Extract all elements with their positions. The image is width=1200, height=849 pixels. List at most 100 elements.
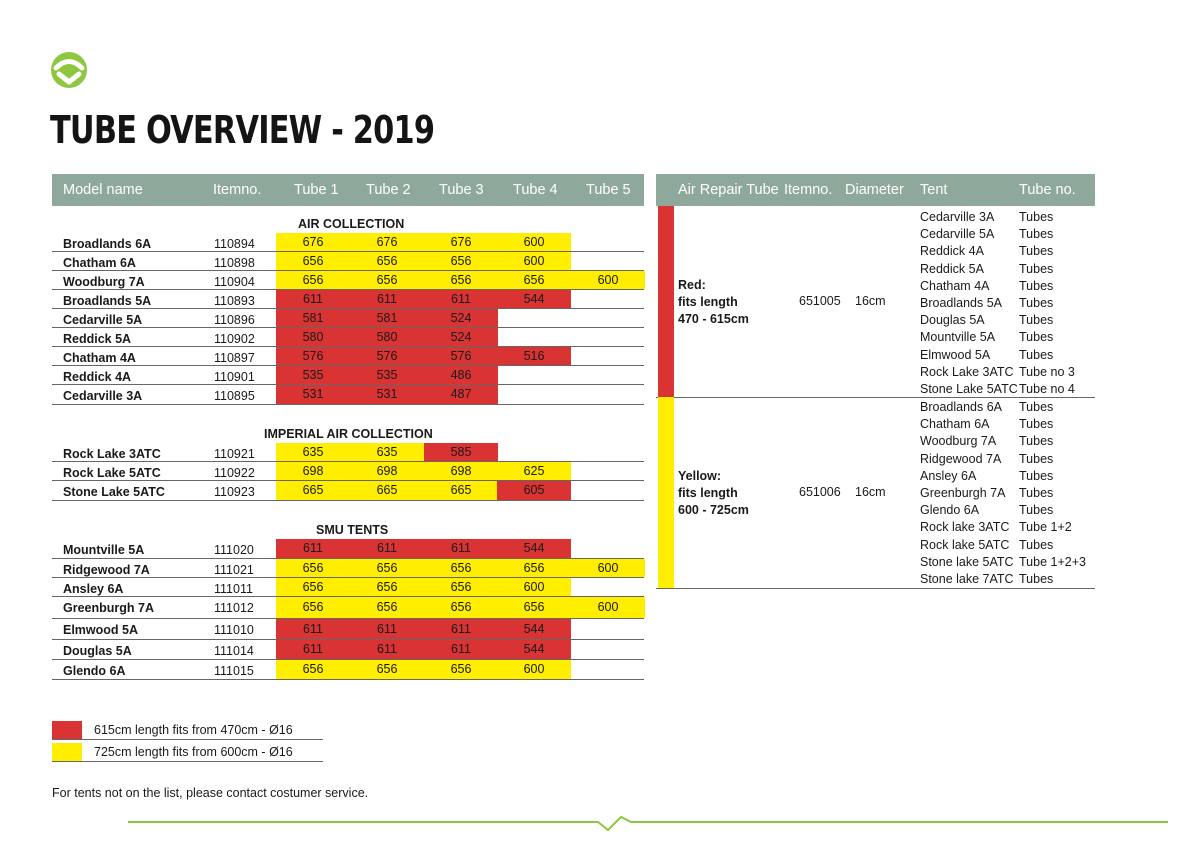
item-number: 111011 <box>214 582 253 596</box>
item-number: 110901 <box>214 370 255 384</box>
tube-number: Tube no 4 <box>1019 382 1075 396</box>
tube-number: Tubes <box>1019 227 1054 242</box>
tube-length-cell: 656 <box>424 660 498 679</box>
tube-length-cell: 600 <box>497 252 571 270</box>
item-number: 111012 <box>214 601 254 615</box>
legend-label: 615cm length fits from 470cm - Ø16 <box>94 723 293 737</box>
brand-logo-icon <box>50 51 88 89</box>
tube-length-cell: 600 <box>571 271 645 289</box>
section-title: SMU TENTS <box>316 523 389 537</box>
tube-length-cell: 676 <box>276 233 350 251</box>
tent-name: Chatham 6A <box>920 417 990 432</box>
tube-length-cell: 635 <box>276 443 350 461</box>
tube-length-cell: 531 <box>276 385 350 404</box>
tube-length-cell: 611 <box>350 539 424 558</box>
item-number: 110895 <box>214 389 255 403</box>
tube-length-cell: 535 <box>350 366 424 384</box>
tent-name: Glendo 6A <box>920 503 980 518</box>
tube-length-cell: 581 <box>276 309 350 327</box>
tube-length-cell: 605 <box>497 481 571 500</box>
tube-length-cell: 611 <box>350 290 424 308</box>
model-name: Broadlands 6A <box>63 237 152 251</box>
tent-name: Ansley 6A <box>920 468 977 483</box>
tube-length-cell: 656 <box>350 252 424 270</box>
column-header: Tube 3 <box>439 182 484 198</box>
model-name: Mountville 5A <box>63 543 145 557</box>
model-name: Greenburgh 7A <box>63 601 154 615</box>
tube-length-cell: 611 <box>350 640 424 659</box>
repair-tube-table-header: Air Repair Tube Itemno. Diameter Tent Tube n… <box>656 174 1095 206</box>
legend-swatch <box>52 721 82 739</box>
model-name: Stone Lake 5ATC <box>63 485 165 499</box>
column-header: Tube 4 <box>513 182 558 198</box>
group-description: fits length <box>678 294 738 309</box>
tube-length-cell: 486 <box>424 366 498 384</box>
table-row: Chatham 4A 110897 576 576 576 516 <box>52 347 644 366</box>
table-row: Cedarville 3A 110895 531 531 487 <box>52 385 644 405</box>
item-number: 110894 <box>214 237 255 251</box>
item-number: 110902 <box>214 332 255 346</box>
table-row: Cedarville 5A 110896 581 581 524 <box>52 309 644 328</box>
tube-length-cell: 698 <box>350 462 424 480</box>
table-row: Mountville 5A 111020 611 611 611 544 <box>52 539 644 559</box>
tube-length-cell: 656 <box>350 660 424 679</box>
legend-item: 615cm length fits from 470cm - Ø16 <box>52 721 323 740</box>
tube-length-cell: 656 <box>424 597 498 618</box>
item-number: 110923 <box>214 485 255 499</box>
tube-number: Tubes <box>1019 296 1054 310</box>
tent-name: Cedarville 3A <box>920 210 995 224</box>
tube-length-cell: 656 <box>276 660 350 679</box>
model-name: Chatham 6A <box>63 256 136 270</box>
tube-length-cell: 611 <box>424 640 498 659</box>
tube-length-cell: 611 <box>276 539 350 558</box>
tent-name: Stone lake 7ATC <box>920 572 1014 586</box>
item-number: 110921 <box>214 447 255 461</box>
tube-length-cell: 656 <box>497 559 571 577</box>
model-name: Rock Lake 3ATC <box>63 447 161 461</box>
tube-number: Tubes <box>1019 347 1054 362</box>
tent-name: Broadlands 5A <box>920 296 1003 310</box>
table-row: Chatham 6A 110898 656 656 656 600 <box>52 252 644 271</box>
column-header: Tube 5 <box>586 182 631 198</box>
tent-name: Mountville 5A <box>920 330 996 345</box>
column-header: Air Repair Tube <box>678 182 779 198</box>
tube-length-cell: 656 <box>350 271 424 289</box>
table-row: Stone Lake 5ATC 110923 665 665 665 605 <box>52 481 644 501</box>
table-row: Ridgewood 7A 111021 656 656 656 656 600 <box>52 559 645 578</box>
model-name: Cedarville 3A <box>63 389 143 403</box>
tube-length-cell: 611 <box>276 619 350 639</box>
model-name: Reddick 4A <box>63 370 132 384</box>
model-name: Elmwood 5A <box>63 623 139 637</box>
table-row: Ansley 6A 111011 656 656 656 600 <box>52 578 644 597</box>
tube-length-cell: 656 <box>276 252 350 270</box>
column-header: Itemno. <box>784 182 833 198</box>
tube-number: Tubes <box>1019 486 1054 500</box>
tube-length-cell: 656 <box>424 578 498 596</box>
column-header: Tube no. <box>1019 182 1076 198</box>
tube-length-cell: 576 <box>276 347 350 365</box>
legend-item: 725cm length fits from 600cm - Ø16 <box>52 743 323 762</box>
model-name: Ridgewood 7A <box>63 563 150 577</box>
tube-number: Tubes <box>1019 468 1054 483</box>
tube-length-cell: 600 <box>571 559 645 577</box>
tube-length-cell: 581 <box>350 309 424 327</box>
tube-number: Tubes <box>1019 313 1054 328</box>
tube-number: Tubes <box>1019 244 1054 259</box>
model-name: Rock Lake 5ATC <box>63 466 161 480</box>
table-row: Broadlands 6A 110894 676 676 676 600 <box>52 233 644 252</box>
tent-name: Reddick 4A <box>920 244 984 259</box>
model-name: Cedarville 5A <box>63 313 143 327</box>
table-row: Greenburgh 7A 111012 656 656 656 656 600 <box>52 597 645 619</box>
tent-name: Rock Lake 3ATC <box>920 364 1014 379</box>
tube-length-cell: 635 <box>350 443 424 461</box>
model-name: Reddick 5A <box>63 332 132 346</box>
model-name: Ansley 6A <box>63 582 124 596</box>
tube-number: Tubes <box>1019 400 1054 414</box>
model-name: Chatham 4A <box>63 351 136 365</box>
tube-length-cell: 611 <box>350 619 424 639</box>
tube-length-cell: 656 <box>424 252 498 270</box>
tent-name: Reddick 5A <box>920 261 984 276</box>
tube-length-cell: 698 <box>424 462 498 480</box>
item-number: 110896 <box>214 313 255 327</box>
table-row: Douglas 5A 111014 611 611 611 544 <box>52 640 644 660</box>
